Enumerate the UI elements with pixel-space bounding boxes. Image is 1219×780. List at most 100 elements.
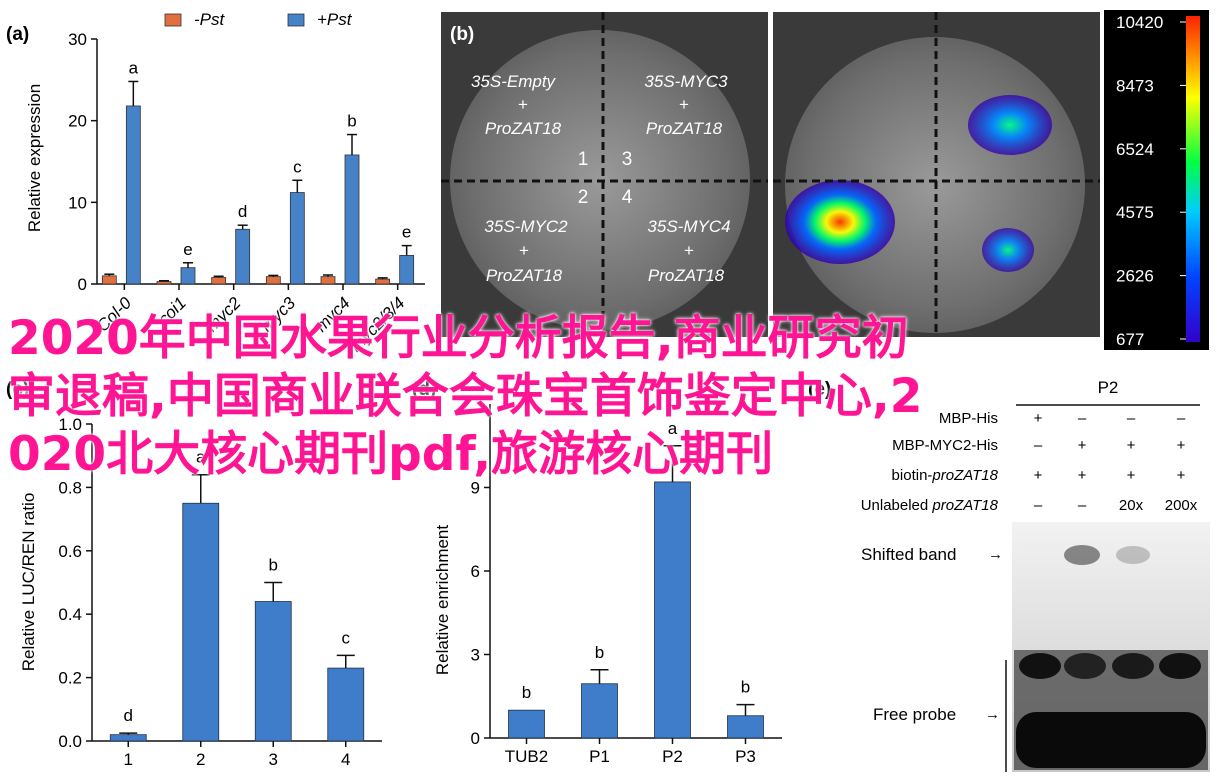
panel-e-cell: 200x [1165, 497, 1198, 514]
panel-e-header: P2 [1098, 378, 1119, 397]
panel-e-cell: – [1177, 410, 1186, 427]
panel-e-row-label-text: biotin- [892, 467, 933, 484]
panel-a-chart: (a) Relative expression -Pst +Pst 0 10 20 3… [6, 10, 425, 356]
panel-e-row-label: MBP-His [939, 410, 998, 427]
panel-c-chart: (c) Relative LUC/REN ratio 0.00.20.40.60… [6, 379, 382, 769]
shifted-band-lane-3 [1116, 546, 1150, 564]
shifted-band-arrow: → [988, 546, 1003, 563]
panel-c-bar [254, 601, 292, 742]
panel-e-cell: + [1078, 467, 1087, 484]
quadrant-2-plus: + [679, 95, 689, 114]
quadrant-3-target: ProZAT18 [486, 266, 563, 285]
panel-e-row-label-text: Unlabeled [861, 497, 933, 514]
free-probe-lane-4 [1159, 653, 1201, 679]
panel-d-bar [581, 683, 618, 739]
panel-a-bar-plus [344, 154, 360, 285]
quadrant-4-name: 35S-MYC4 [647, 217, 730, 236]
panel-e-row-label-text: MBP-MYC2-His [892, 437, 998, 454]
panel-a-significance-letter: d [238, 202, 247, 221]
panel-c-x-tick-label: 1 [124, 750, 133, 769]
free-probe-bottom [1016, 712, 1206, 768]
colorbar-gradient [1186, 16, 1200, 342]
panel-c-bar [327, 667, 365, 742]
panel-c-y-tick-label: 0.0 [58, 732, 82, 751]
panel-a-bar-minus [320, 276, 336, 285]
panel-e-row-label: MBP-MYC2-His [892, 437, 998, 454]
free-probe-lane-2 [1064, 653, 1106, 679]
panel-c-label: (c) [6, 379, 29, 400]
panel-d-plot-area: 0 3 6 9 b TUB2 b P1 a P2 b P3 [471, 404, 782, 766]
quadrant-number-3: 3 [622, 149, 633, 170]
panel-d-significance-letter: b [522, 683, 531, 702]
panel-c-significance-letter: c [342, 628, 351, 647]
panel-a-y-tick-label: 20 [68, 112, 87, 131]
panel-a-y-tick-label: 30 [68, 30, 87, 49]
panel-e-label: (e) [808, 379, 831, 400]
panel-a-label: (a) [6, 24, 29, 45]
free-probe-lane-1 [1019, 653, 1061, 679]
panel-d-x-tick-label: P1 [589, 747, 610, 766]
panel-c-significance-letter: a [196, 448, 206, 467]
panel-e-row-label: Unlabeled proZAT18 [861, 497, 999, 514]
panel-e-cell: + [1127, 467, 1136, 484]
panel-d-significance-letter: b [741, 678, 750, 697]
panel-e-cell: + [1127, 437, 1136, 454]
quadrant-2-name: 35S-MYC3 [644, 72, 728, 91]
quadrant-4-plus: + [684, 241, 694, 260]
colorbar-tick-label: 4575 [1116, 203, 1154, 222]
panel-e-cell: – [1034, 497, 1043, 514]
panel-d-x-tick-label: TUB2 [505, 747, 548, 766]
colorbar-tick-label: 2626 [1116, 267, 1154, 286]
panel-d-bar [727, 715, 764, 739]
panel-a-bar-plus [399, 255, 415, 285]
panel-a-ylabel: Relative expression [25, 84, 44, 232]
panel-a-x-tick-label: Col-0 [93, 293, 136, 336]
panel-a-x-tick-label: myc2/3/4 [346, 293, 408, 355]
panel-e-row-label-italic: proZAT18 [931, 467, 998, 484]
shifted-band-label: Shifted band [861, 545, 956, 564]
quadrant-number-1: 1 [578, 149, 589, 170]
panel-e-cell: + [1177, 437, 1186, 454]
panel-a-bar-minus [211, 277, 227, 285]
panel-a-x-tick-label: myc4 [312, 293, 354, 335]
panel-d-chart: (d) Relative enrichment 0 3 6 9 b TUB2 b P1 a P2 b… [412, 379, 782, 766]
panel-c-plot-area: 0.0 0.2 0.4 0.6 0.8 1.0 d 1 a 2 b 3 c 4 [58, 415, 382, 769]
legend-label-minus: -Pst [194, 10, 226, 29]
panel-a-x-tick-label: myc3 [257, 293, 300, 336]
panel-d-y-tick-label: 9 [471, 479, 480, 498]
panel-d-significance-letter: b [595, 643, 604, 662]
panel-a-x-tick-label: myc2 [202, 293, 245, 336]
luc-spot-myc4 [982, 228, 1034, 272]
colorbar-tick-label: 8473 [1116, 76, 1154, 95]
free-probe-arrow: → [985, 706, 1000, 723]
panel-b-quadrant-labels: 35S-Empty + ProZAT18 35S-MYC3 + ProZAT18… [471, 72, 731, 285]
panel-e-cell: + [1034, 410, 1043, 427]
panel-a-bar-plus [125, 105, 141, 285]
panel-c-x-tick-label: 3 [269, 750, 278, 769]
legend-swatch-minus [164, 13, 182, 27]
panel-a-bar-minus [101, 275, 117, 285]
panel-a-y-tick-label: 0 [78, 275, 87, 294]
panel-c-significance-letter: b [269, 556, 278, 575]
panel-a-plot-area: 0 10 20 30 a Col-0 e coi1 d myc2 c myc3 b myc4 e myc2/3… [68, 30, 425, 356]
luc-spot-myc3 [968, 95, 1052, 155]
panel-b-dashed-lines [441, 12, 1100, 337]
panel-a-significance-letter: b [347, 112, 356, 131]
panel-e-cell: – [1078, 410, 1087, 427]
panel-a-bar-plus [235, 228, 251, 285]
panel-d-significance-letter: a [668, 419, 678, 438]
panel-e-row-label-text: MBP-His [939, 410, 998, 427]
shifted-band-lane-2 [1064, 545, 1100, 565]
panel-e-cell: + [1177, 467, 1186, 484]
free-probe-lane-3 [1112, 653, 1154, 679]
panel-d-x-tick-label: P3 [735, 747, 756, 766]
quadrant-4-target: ProZAT18 [648, 266, 725, 285]
legend-label-plus: +Pst [317, 10, 353, 29]
panel-a-significance-letter: e [402, 223, 411, 242]
panel-a-x-tick-label: coi1 [154, 293, 189, 328]
quadrant-number-4: 4 [622, 187, 633, 208]
panel-c-significance-letter: d [124, 706, 133, 725]
panel-c-bar [182, 502, 220, 742]
panel-a-bar-minus [375, 278, 391, 285]
